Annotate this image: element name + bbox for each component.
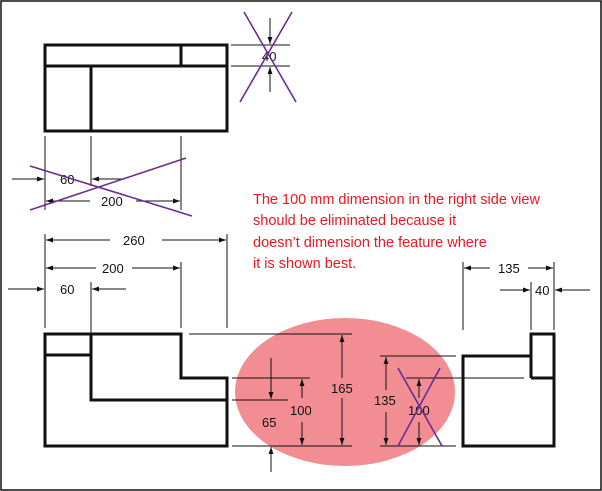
dim-label-200-top: 200 [101, 194, 123, 209]
strike-mark-100 [397, 367, 443, 447]
top-view-dim-40 [231, 18, 290, 92]
side-view-dims-above [462, 262, 590, 330]
dim-label-200-front: 200 [102, 261, 124, 276]
side-view [461, 332, 556, 448]
note-line-1: The 100 mm dimension in the right side v… [253, 192, 540, 208]
highlight-ellipse [235, 318, 455, 466]
dim-label-135-vertical: 135 [374, 393, 396, 408]
dim-label-260: 260 [123, 233, 145, 248]
between-views-dims [189, 333, 352, 472]
front-view-dims-above [8, 234, 228, 350]
top-view-dims-below [12, 136, 182, 210]
dim-label-135-side: 135 [498, 261, 520, 276]
strike-mark-40 [239, 11, 297, 103]
front-view [43, 332, 229, 448]
note-line-4: it is shown best. [253, 256, 356, 272]
dim-label-40-side: 40 [535, 283, 549, 298]
front-view-slot-edges [89, 334, 227, 402]
dim-label-65: 65 [262, 415, 276, 430]
note-line-2: should be eliminated because it [253, 213, 456, 229]
strike-mark-top-dims [29, 157, 193, 217]
note-line-3: doesn’t dimension the feature where [253, 235, 487, 251]
dim-label-100: 100 [290, 403, 312, 418]
side-view-outline [461, 332, 556, 448]
top-view [43, 43, 229, 133]
side-view-vertical-dims [380, 355, 524, 447]
dim-label-60-front: 60 [60, 282, 74, 297]
front-view-outline [43, 332, 229, 448]
explanation-note: The 100 mm dimension in the right side v… [253, 192, 540, 272]
dim-label-165: 165 [331, 381, 353, 396]
top-view-outline [43, 43, 229, 133]
